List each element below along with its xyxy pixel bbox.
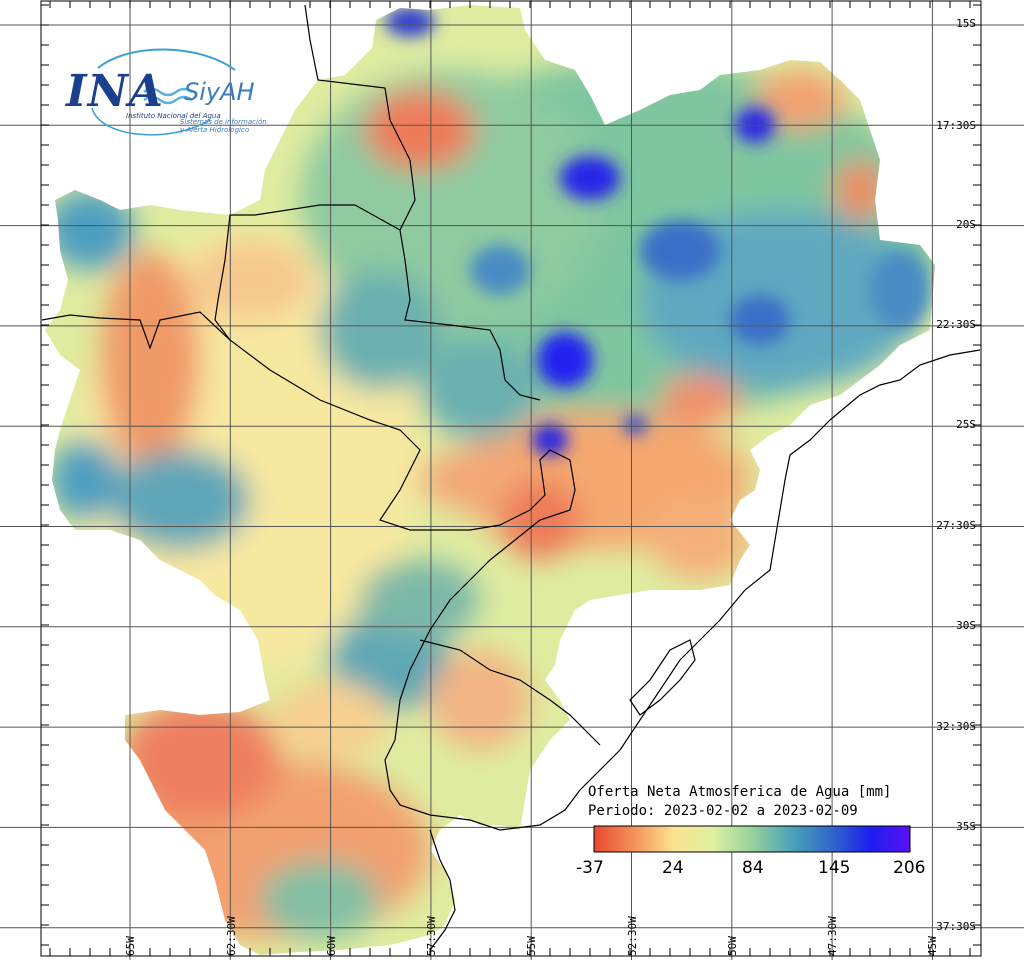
logo-siyah-text: SiyAH — [184, 78, 255, 106]
lat-label-5: 27:30S — [936, 519, 976, 532]
lat-label-3: 22:30S — [936, 318, 976, 331]
lat-label-0: 15S — [956, 17, 976, 30]
lon-label-2: 60W — [325, 936, 338, 956]
lon-label-3: 57:30W — [425, 916, 438, 956]
political-borders — [41, 4, 981, 951]
logo-swoosh-icon — [91, 48, 236, 136]
lon-label-1: 62:30W — [225, 916, 238, 956]
colorbar-label-4: 206 — [893, 858, 926, 878]
logo-org-text: Instituto Nacional del Agua — [126, 112, 221, 120]
logo-ina-text: INA — [66, 66, 164, 117]
logo-tagline-text: Sistemas de información y Alerta Hidroló… — [180, 118, 267, 134]
lon-label-7: 47:30W — [826, 916, 839, 956]
lat-label-9: 37:30S — [936, 920, 976, 933]
colorbar-label-0: -37 — [576, 858, 604, 878]
lon-label-0: 65W — [124, 936, 137, 956]
map-border — [40, 0, 982, 957]
colorbar-label-2: 84 — [742, 858, 764, 878]
lat-label-1: 17:30S — [936, 119, 976, 132]
lon-label-8: 45W — [926, 936, 939, 956]
lat-label-8: 35S — [956, 820, 976, 833]
lon-label-4: 55W — [525, 936, 538, 956]
lat-label-4: 25S — [956, 418, 976, 431]
map-period: Periodo: 2023-02-02 a 2023-02-09 — [588, 803, 858, 819]
lon-label-6: 50W — [726, 936, 739, 956]
colorbar-label-1: 24 — [662, 858, 684, 878]
colorbar — [593, 825, 911, 853]
lon-label-5: 52:30W — [626, 916, 639, 956]
colorbar-label-3: 145 — [818, 858, 851, 878]
map-title: Oferta Neta Atmosferica de Agua [mm] — [588, 784, 892, 800]
ina-logo: INA SiyAH Instituto Nacional del Agua Si… — [60, 48, 270, 144]
lat-label-7: 32:30S — [936, 720, 976, 733]
colorbar-gradient — [593, 825, 911, 853]
lat-label-2: 20S — [956, 218, 976, 231]
lat-label-6: 30S — [956, 619, 976, 632]
